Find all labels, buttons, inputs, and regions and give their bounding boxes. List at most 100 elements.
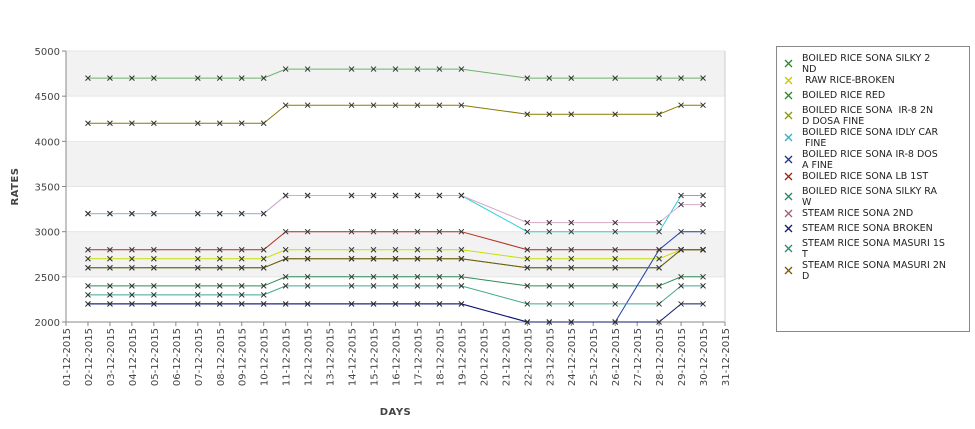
legend-item: STEAM RICE SONA MASURI 1S T xyxy=(777,238,969,260)
data-point xyxy=(392,192,399,199)
data-point xyxy=(216,210,223,217)
data-point xyxy=(348,283,355,289)
data-point xyxy=(568,75,575,81)
data-point xyxy=(194,255,201,262)
data-point xyxy=(194,120,201,127)
legend: BOILED RICE SONA SILKY 2 ND RAW RICE-BROK… xyxy=(776,46,970,332)
data-point xyxy=(107,301,113,307)
x-tick-label: 11-12-2015 xyxy=(282,328,293,386)
legend-label-line: BOILED RICE SONA IR-8 DOS xyxy=(802,149,938,160)
data-point xyxy=(436,102,443,109)
x-tick-label: 27-12-2015 xyxy=(633,328,644,386)
data-point xyxy=(524,319,531,325)
data-point xyxy=(392,228,399,235)
legend-marker xyxy=(783,191,795,205)
data-point xyxy=(370,283,377,289)
data-point xyxy=(656,301,662,307)
y-axis-ticks: 2000 2500 3000 3500 4000 4500 5000 xyxy=(35,47,66,329)
data-point xyxy=(151,283,157,289)
x-tick-label: 29-12-2015 xyxy=(677,328,688,386)
legend-marker xyxy=(783,58,795,72)
legend-label: BOILED RICE SONA LB 1ST xyxy=(802,171,966,182)
x-tick-label: 08-12-2015 xyxy=(216,328,227,386)
data-point xyxy=(700,102,706,109)
data-point xyxy=(612,283,619,289)
data-point xyxy=(260,210,267,217)
y-tick-label: 2000 xyxy=(35,318,60,329)
series-9 xyxy=(85,192,706,226)
data-point xyxy=(568,301,575,307)
data-point xyxy=(458,301,465,307)
data-point xyxy=(436,66,443,72)
data-point xyxy=(458,283,465,289)
data-point xyxy=(414,273,421,280)
legend-marker xyxy=(783,223,795,237)
data-point xyxy=(107,292,113,298)
data-point xyxy=(85,255,91,262)
data-point xyxy=(678,75,684,81)
data-point xyxy=(524,219,531,226)
data-point xyxy=(304,192,311,199)
data-point xyxy=(216,292,223,298)
data-point xyxy=(612,228,619,235)
data-point xyxy=(392,273,399,280)
data-point xyxy=(194,246,201,253)
legend-item: BOILED RICE SONA SILKY RA W xyxy=(777,186,969,208)
data-point xyxy=(107,75,113,81)
x-axis-title: DAYS xyxy=(380,407,412,418)
data-point xyxy=(129,75,135,81)
x-tick-label: 30-12-2015 xyxy=(699,328,710,386)
legend-label: BOILED RICE SONA SILKY 2 ND xyxy=(802,53,966,75)
series-4 xyxy=(85,246,706,262)
data-point xyxy=(238,246,245,253)
x-tick-label: 21-12-2015 xyxy=(501,328,512,386)
data-point xyxy=(458,66,465,72)
data-point xyxy=(216,75,223,81)
legend-marker xyxy=(783,171,795,185)
data-point xyxy=(678,228,684,235)
data-point xyxy=(700,246,706,253)
data-point xyxy=(282,301,289,307)
data-point xyxy=(260,292,267,298)
data-point xyxy=(348,246,355,253)
legend-label-line: STEAM RICE SONA BROKEN xyxy=(802,223,933,234)
y-axis-title: RATES xyxy=(10,167,21,205)
data-point xyxy=(700,228,706,235)
data-point xyxy=(85,283,91,289)
data-point xyxy=(546,111,553,118)
data-point xyxy=(348,255,355,262)
legend-label-line: STEAM RICE SONA MASURI 1S xyxy=(802,238,945,249)
data-point xyxy=(304,228,311,235)
data-point xyxy=(238,120,245,127)
legend-label: RAW RICE-BROKEN xyxy=(802,75,966,86)
data-point xyxy=(107,264,113,271)
data-point xyxy=(546,301,553,307)
legend-label-line: D DOSA FINE xyxy=(802,116,865,127)
data-point xyxy=(129,255,135,262)
y-tick-label: 3500 xyxy=(35,183,60,194)
data-point xyxy=(700,273,706,280)
data-point xyxy=(260,255,267,262)
data-point xyxy=(216,264,223,271)
data-point xyxy=(151,120,157,127)
data-point xyxy=(216,120,223,127)
data-point xyxy=(370,273,377,280)
x-tick-label: 25-12-2015 xyxy=(589,328,600,386)
x-tick-label: 13-12-2015 xyxy=(326,328,337,386)
data-point xyxy=(85,75,91,81)
data-point xyxy=(348,273,355,280)
data-point xyxy=(304,273,311,280)
x-tick-label: 09-12-2015 xyxy=(238,328,249,386)
data-point xyxy=(129,210,135,217)
data-point xyxy=(678,102,684,109)
data-point xyxy=(129,301,135,307)
data-point xyxy=(568,283,575,289)
x-tick-label: 31-12-2015 xyxy=(721,328,732,386)
data-point xyxy=(370,228,377,235)
data-point xyxy=(392,301,399,307)
data-point xyxy=(568,264,575,271)
data-point xyxy=(656,228,662,235)
legend-label: STEAM RICE SONA MASURI 1S T xyxy=(802,238,966,260)
data-point xyxy=(700,192,706,199)
legend-item: STEAM RICE SONA 2ND xyxy=(777,208,969,219)
